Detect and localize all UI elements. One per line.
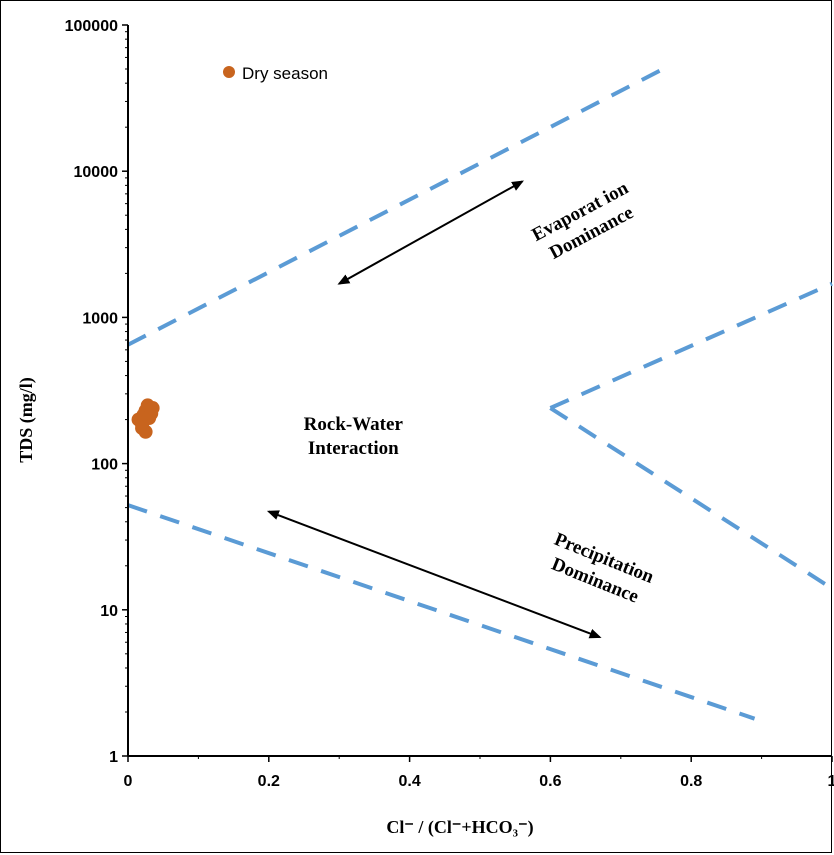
data-point bbox=[135, 421, 150, 436]
ticks-layer: 0 0.2 0.4 0.6 0.8 1 1 10 100 1000 10000 100000 bbox=[65, 18, 834, 790]
y-axis-title: TDS (mg/l) bbox=[16, 377, 37, 463]
y-tick-label: 1000 bbox=[82, 310, 118, 327]
boundary-line bbox=[549, 406, 834, 591]
x-tick-label: 0.2 bbox=[258, 773, 280, 790]
x-tick-label: 0.6 bbox=[539, 773, 561, 790]
annotation-line: Interaction bbox=[308, 438, 399, 459]
points-layer bbox=[131, 398, 160, 439]
legend-label: Dry season bbox=[242, 64, 328, 83]
x-tick-label: 1 bbox=[828, 773, 834, 790]
y-tick-label: 100000 bbox=[65, 18, 118, 35]
region-annotation: Rock-Water Interaction bbox=[304, 414, 404, 459]
axes-layer bbox=[127, 25, 832, 757]
y-tick-label: 10000 bbox=[74, 164, 119, 181]
x-axis-title: Cl⁻ / (Cl⁻+HCO₃⁻) bbox=[386, 817, 533, 838]
x-tick-label: 0 bbox=[124, 773, 133, 790]
legend: Dry season bbox=[223, 64, 328, 83]
legend-marker bbox=[223, 66, 235, 78]
y-tick-label: 10 bbox=[100, 603, 118, 620]
data-point bbox=[145, 401, 160, 416]
boundary-line bbox=[549, 281, 833, 410]
double-arrow bbox=[266, 510, 602, 639]
x-tick-label: 0.8 bbox=[680, 773, 702, 790]
x-tick-label: 0.4 bbox=[398, 773, 420, 790]
y-tick-label: 1 bbox=[109, 749, 118, 766]
y-tick-label: 100 bbox=[91, 457, 118, 474]
boundary-lines-layer bbox=[127, 67, 834, 721]
annotation-line: Rock-Water bbox=[304, 414, 404, 435]
boundary-line bbox=[127, 503, 756, 721]
double-arrow bbox=[337, 180, 524, 285]
arrows-layer bbox=[266, 180, 602, 639]
